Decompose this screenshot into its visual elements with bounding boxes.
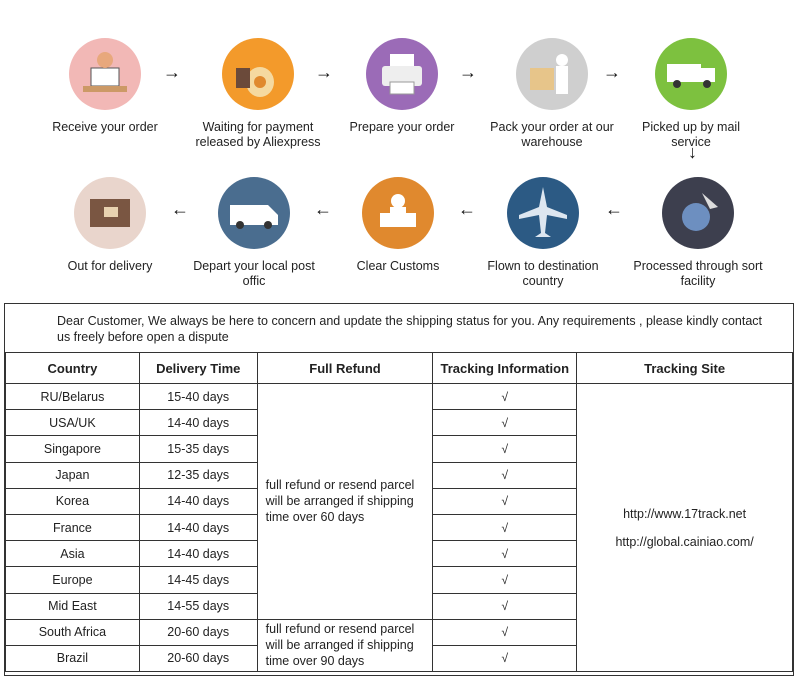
tracking-check-cell: √ bbox=[432, 461, 578, 489]
time-cell: 14-40 days bbox=[138, 540, 258, 568]
time-cell: 15-40 days bbox=[138, 382, 258, 411]
time-cell: 14-45 days bbox=[138, 566, 258, 594]
time-cell: 12-35 days bbox=[138, 461, 258, 489]
step-label: Out for delivery bbox=[67, 259, 153, 273]
step-clear-customs: Clear Customs bbox=[328, 177, 468, 274]
shipping-info-panel: Dear Customer, We always be here to conc… bbox=[4, 303, 794, 676]
tracking-check-cell: √ bbox=[432, 644, 578, 673]
header-country: Country bbox=[5, 352, 140, 384]
step-out-for-delivery: Out for delivery bbox=[40, 177, 180, 274]
tracking-site-link-cainiao[interactable]: http://global.cainiao.com/ bbox=[615, 534, 754, 549]
step-prepare-order: Prepare your order bbox=[332, 38, 472, 135]
tracking-check-cell: √ bbox=[432, 435, 578, 463]
step-label: Picked up by mail service bbox=[642, 120, 740, 149]
table-row: Asia 14-40 days √ bbox=[5, 540, 793, 568]
tracking-check-cell: √ bbox=[432, 487, 578, 515]
tracking-check-cell: √ bbox=[432, 382, 578, 411]
arrow-left-icon: ← bbox=[171, 199, 189, 219]
arrow-right-icon: → bbox=[459, 62, 477, 82]
truck-icon bbox=[655, 38, 727, 110]
country-cell: Brazil bbox=[5, 644, 140, 673]
step-receive-order: Receive your order bbox=[35, 38, 175, 135]
table-row: South Africa 20-60 days full refund or r… bbox=[5, 618, 793, 673]
tracking-check-cell: √ bbox=[432, 409, 578, 437]
step-label: Prepare your order bbox=[349, 120, 455, 134]
arrow-down-icon: ↓ bbox=[688, 142, 697, 162]
country-cell: Mid East bbox=[5, 592, 140, 620]
step-label: Processed through sort facility bbox=[633, 259, 763, 288]
country-cell: Asia bbox=[5, 540, 140, 568]
country-cell: France bbox=[5, 513, 140, 542]
tracking-check-cell: √ bbox=[432, 566, 578, 594]
step-label: Clear Customs bbox=[356, 259, 440, 273]
country-cell: RU/Belarus bbox=[5, 382, 140, 411]
customs-officer-icon bbox=[362, 177, 434, 249]
header-tracking-site: Tracking Site bbox=[576, 352, 793, 384]
arrow-right-icon: → bbox=[315, 62, 333, 82]
step-label: Depart your local post offic bbox=[193, 259, 315, 288]
table-row: France 14-40 days √ bbox=[5, 513, 793, 542]
table-row: Mid East 14-55 days √ bbox=[5, 592, 793, 620]
time-cell: 14-40 days bbox=[138, 409, 258, 437]
tracking-check-cell: √ bbox=[432, 513, 578, 542]
airplane-icon bbox=[507, 177, 579, 249]
time-cell: 15-35 days bbox=[138, 435, 258, 463]
tracking-check-cell: √ bbox=[432, 540, 578, 568]
refund-60-cell: full refund or resend parcel will be arr… bbox=[256, 383, 434, 620]
step-sort-facility: Processed through sort facility bbox=[628, 177, 768, 289]
arrow-left-icon: ← bbox=[458, 199, 476, 219]
globe-sort-icon bbox=[662, 177, 734, 249]
country-cell: USA/UK bbox=[5, 409, 140, 437]
payment-bag-icon bbox=[222, 38, 294, 110]
country-cell: Singapore bbox=[5, 435, 140, 463]
refund-90-cell: full refund or resend parcel will be arr… bbox=[256, 618, 434, 673]
header-delivery-time: Delivery Time bbox=[138, 352, 258, 384]
header-full-refund: Full Refund bbox=[256, 352, 434, 384]
arrow-left-icon: ← bbox=[605, 199, 623, 219]
time-cell: 14-40 days bbox=[138, 487, 258, 515]
arrow-left-icon: ← bbox=[314, 199, 332, 219]
country-cell: South Africa bbox=[5, 618, 140, 646]
van-icon bbox=[218, 177, 290, 249]
header-tracking-information: Tracking Information bbox=[432, 352, 578, 384]
tracking-site-cell: http://www.17track.net http://global.cai… bbox=[576, 382, 793, 673]
table-row: Singapore 15-35 days √ bbox=[5, 435, 793, 463]
step-waiting-payment: Waiting for payment released by Aliexpre… bbox=[188, 38, 328, 150]
shipping-table: Country Delivery Time Full Refund Tracki… bbox=[5, 352, 793, 673]
step-picked-up: Picked up by mail service bbox=[621, 38, 761, 150]
table-row: Korea 14-40 days √ bbox=[5, 487, 793, 515]
printer-icon bbox=[366, 38, 438, 110]
table-row: USA/UK 14-40 days √ bbox=[5, 409, 793, 437]
tracking-site-link-17track[interactable]: http://www.17track.net bbox=[623, 506, 747, 521]
table-header-row: Country Delivery Time Full Refund Tracki… bbox=[5, 352, 793, 384]
step-pack-order: Pack your order at our warehouse bbox=[482, 38, 622, 150]
parcel-icon bbox=[74, 177, 146, 249]
step-label: Pack your order at our warehouse bbox=[490, 120, 614, 149]
time-cell: 14-40 days bbox=[138, 513, 258, 542]
tracking-check-cell: √ bbox=[432, 592, 578, 620]
step-label: Waiting for payment released by Aliexpre… bbox=[195, 120, 321, 149]
step-depart-post-office: Depart your local post offic bbox=[184, 177, 324, 289]
table-row: RU/Belarus 15-40 days full refund or res… bbox=[5, 382, 793, 673]
table-row: Brazil 20-60 days √ bbox=[5, 644, 793, 673]
pack-box-icon bbox=[516, 38, 588, 110]
step-flown: Flown to destination country bbox=[473, 177, 613, 289]
tracking-check-cell: √ bbox=[432, 618, 578, 646]
time-cell: 20-60 days bbox=[138, 644, 258, 673]
step-label: Receive your order bbox=[52, 120, 158, 134]
time-cell: 14-55 days bbox=[138, 592, 258, 620]
arrow-right-icon: → bbox=[163, 62, 181, 82]
time-cell: 20-60 days bbox=[138, 618, 258, 646]
customer-notice: Dear Customer, We always be here to conc… bbox=[57, 314, 763, 344]
country-cell: Japan bbox=[5, 461, 140, 489]
arrow-right-icon: → bbox=[603, 62, 621, 82]
step-label: Flown to destination country bbox=[487, 259, 599, 288]
country-cell: Europe bbox=[5, 566, 140, 594]
receive-order-icon bbox=[69, 38, 141, 110]
country-cell: Korea bbox=[5, 487, 140, 515]
